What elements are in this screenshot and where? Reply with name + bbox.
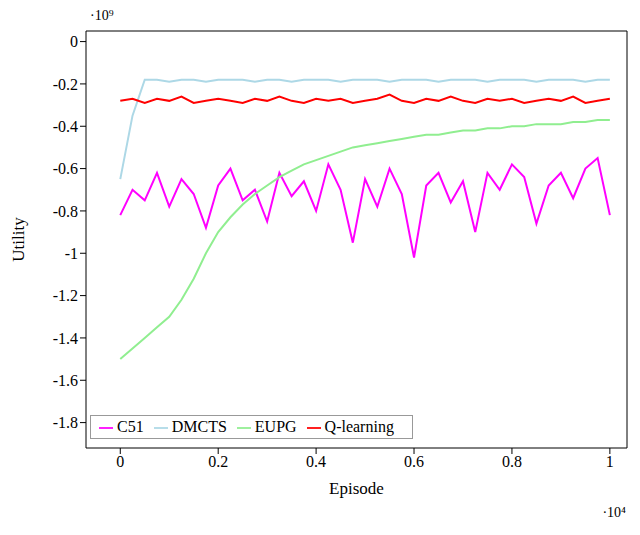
svg-text:0.4: 0.4 (306, 453, 326, 470)
svg-text:-1.2: -1.2 (53, 287, 78, 304)
svg-text:-0.4: -0.4 (53, 118, 78, 135)
html-text:Q-learning: Q-learning (324, 418, 394, 436)
html-text:·10⁹: ·10⁹ (90, 8, 114, 23)
svg-text:1: 1 (606, 453, 614, 470)
html-text:EUPG: EUPG (254, 418, 297, 436)
svg-text:0.8: 0.8 (502, 453, 522, 470)
html-text:C51: C51 (117, 418, 144, 436)
svg-text:-1.4: -1.4 (53, 330, 78, 347)
svg-text:0: 0 (70, 33, 78, 50)
svg-text:-0.2: -0.2 (53, 76, 78, 93)
svg-text:0: 0 (116, 453, 124, 470)
svg-text:-1: -1 (65, 245, 78, 262)
svg-text:0.6: 0.6 (404, 453, 424, 470)
svg-text:Episode: Episode (329, 479, 384, 498)
svg-text:Utility: Utility (9, 217, 28, 262)
svg-text:-0.6: -0.6 (53, 160, 78, 177)
svg-text:-0.8: -0.8 (53, 203, 78, 220)
html-text:·10⁴: ·10⁴ (602, 505, 626, 520)
svg-text:0.2: 0.2 (208, 453, 228, 470)
html-text:DMCTS: DMCTS (171, 418, 227, 436)
svg-text:-1.8: -1.8 (53, 414, 78, 431)
svg-text:-1.6: -1.6 (53, 372, 78, 389)
